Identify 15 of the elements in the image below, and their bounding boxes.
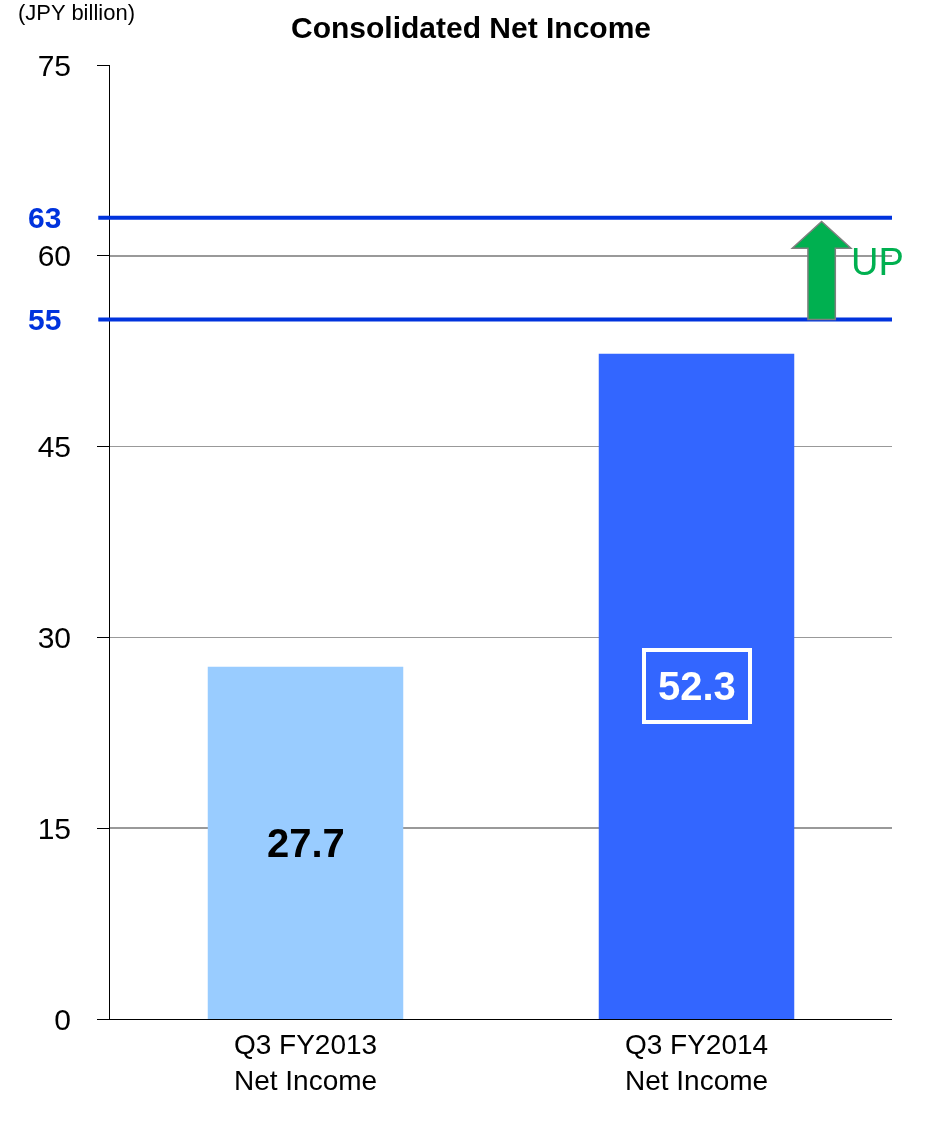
y-tick-label: 75 [37, 48, 71, 82]
x-tick-label: Q3 FY2014 Net Income [624, 1028, 769, 1096]
y-tick-label: 0 [54, 1002, 71, 1036]
y-tick-label: 15 [37, 811, 71, 845]
chart-title: Consolidated Net Income [290, 10, 652, 44]
annotation: UP [851, 241, 904, 283]
y-tick-label: 45 [37, 430, 71, 464]
y-axis-title: (JPY billion) [18, 0, 135, 25]
x-tick-label: Q3 FY2013 Net Income [233, 1028, 378, 1096]
data-label: 52.3 [658, 664, 736, 708]
data-label: 27.7 [267, 821, 345, 865]
y-tick-label: 30 [37, 620, 71, 654]
ref-line-label: 55 [28, 303, 62, 336]
ref-line-label: 63 [28, 201, 62, 234]
y-tick-label: 60 [37, 239, 71, 273]
